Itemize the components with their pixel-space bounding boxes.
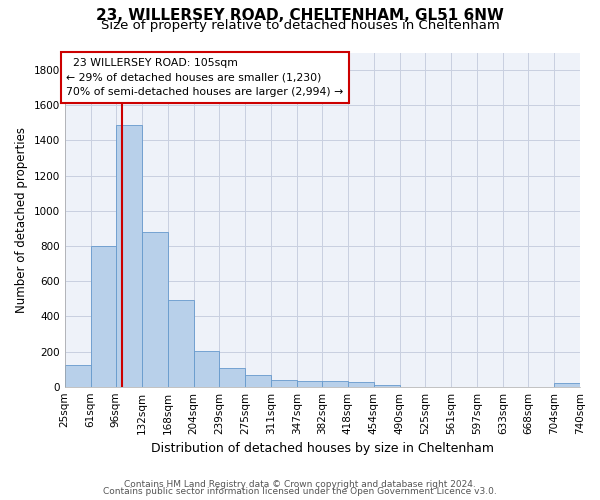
Text: Contains HM Land Registry data © Crown copyright and database right 2024.: Contains HM Land Registry data © Crown c… <box>124 480 476 489</box>
Bar <box>219 368 245 386</box>
X-axis label: Distribution of detached houses by size in Cheltenham: Distribution of detached houses by size … <box>151 442 494 455</box>
Bar <box>194 350 219 386</box>
Text: 23, WILLERSEY ROAD, CHELTENHAM, GL51 6NW: 23, WILLERSEY ROAD, CHELTENHAM, GL51 6NW <box>96 8 504 22</box>
Text: 23 WILLERSEY ROAD: 105sqm
← 29% of detached houses are smaller (1,230)
70% of se: 23 WILLERSEY ROAD: 105sqm ← 29% of detac… <box>66 58 343 98</box>
Y-axis label: Number of detached properties: Number of detached properties <box>15 126 28 312</box>
Bar <box>116 124 142 386</box>
Bar <box>374 385 400 386</box>
Bar <box>297 380 322 386</box>
Bar <box>245 375 271 386</box>
Bar <box>348 382 374 386</box>
Bar <box>271 380 297 386</box>
Bar <box>322 382 348 386</box>
Text: Contains public sector information licensed under the Open Government Licence v3: Contains public sector information licen… <box>103 488 497 496</box>
Bar <box>65 364 91 386</box>
Text: Size of property relative to detached houses in Cheltenham: Size of property relative to detached ho… <box>101 19 499 32</box>
Bar <box>554 383 580 386</box>
Bar <box>91 246 116 386</box>
Bar <box>142 232 168 386</box>
Bar <box>168 300 194 386</box>
